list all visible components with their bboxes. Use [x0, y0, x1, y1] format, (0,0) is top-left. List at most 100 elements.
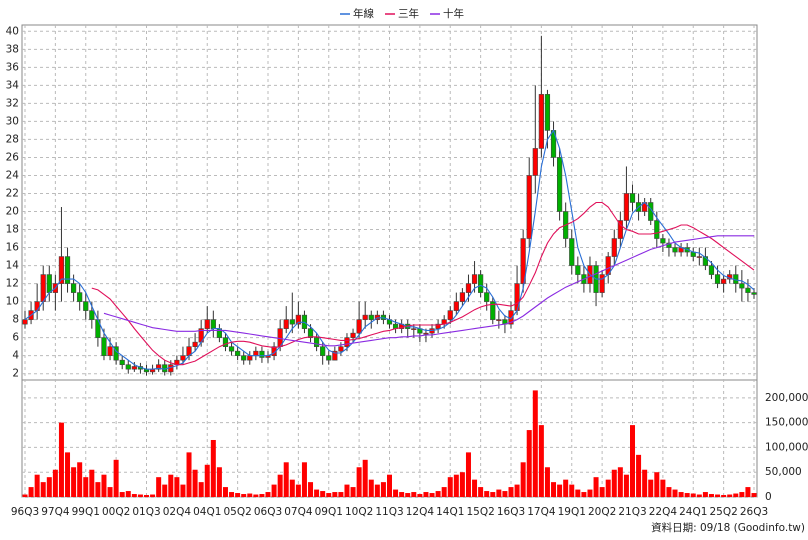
volume-bar	[168, 474, 174, 497]
candle-body	[89, 310, 95, 320]
volume-bar	[453, 474, 459, 497]
y-tick-label: 12	[6, 278, 19, 290]
volume-bar	[77, 462, 83, 497]
volume-bar	[617, 467, 623, 497]
x-tick-label: 00Q2	[102, 506, 130, 518]
volume-bar	[672, 489, 678, 497]
candle-body	[344, 337, 350, 347]
candle-body	[569, 238, 575, 266]
x-tick-label: 01Q3	[132, 506, 160, 518]
candle-body	[235, 350, 241, 356]
candle-body	[283, 319, 289, 329]
y-tick-label: 38	[6, 43, 19, 55]
x-tick-label: 05Q2	[223, 506, 251, 518]
volume-bar	[46, 477, 52, 497]
volume-bar	[350, 487, 356, 497]
candle-body	[313, 337, 320, 347]
candle-body	[107, 346, 113, 356]
volume-bar	[405, 493, 411, 497]
candle-body	[465, 283, 472, 293]
candle-body	[64, 256, 71, 284]
candle-body	[368, 314, 374, 320]
x-tick-label: 17Q4	[527, 506, 556, 518]
candle-body	[702, 256, 708, 266]
volume-bar	[708, 494, 714, 497]
volume-bar	[150, 494, 156, 497]
candle-body	[459, 292, 466, 302]
volume-bar	[514, 484, 520, 497]
ma-line	[91, 201, 755, 366]
volume-bar	[308, 482, 314, 497]
volume-bar	[544, 467, 550, 497]
volume-bar	[526, 430, 532, 497]
volume-bar	[599, 487, 605, 497]
volume-bar	[611, 469, 617, 497]
volume-bar	[156, 477, 162, 497]
volume-bar	[484, 491, 490, 497]
candle-body	[544, 94, 551, 131]
volume-bar	[198, 482, 204, 497]
candle-body	[538, 94, 544, 149]
volume-bar	[180, 484, 186, 497]
volume-bar	[648, 479, 654, 497]
volume-bar	[204, 464, 210, 497]
candle-body	[696, 256, 702, 258]
candle-body	[210, 319, 216, 329]
footnote: 資料日期: 09/18 (Goodinfo.tw)	[651, 521, 805, 534]
candle-body	[660, 238, 666, 244]
candle-body	[22, 319, 28, 325]
candle-body	[356, 319, 362, 334]
candle-body	[496, 319, 502, 321]
volume-bar	[636, 454, 642, 497]
x-tick-label: 12Q4	[406, 506, 435, 518]
volume-bar	[563, 479, 569, 497]
volume-bar	[727, 494, 733, 497]
volume-bar	[441, 487, 447, 497]
candle-body	[58, 256, 65, 284]
candle-body	[672, 247, 678, 253]
candle-body	[192, 341, 198, 347]
volume-bar	[551, 482, 557, 497]
x-tick-label: 09Q1	[315, 506, 343, 518]
candle-body	[259, 350, 265, 358]
volume-bar	[137, 494, 143, 497]
candle-body	[666, 242, 672, 248]
volume-bar	[702, 492, 708, 497]
volume-bar	[28, 487, 34, 497]
candle-body	[708, 265, 715, 275]
volume-bar	[368, 479, 374, 497]
x-tick-label: 04Q1	[193, 506, 221, 518]
candle-body	[520, 238, 526, 284]
y2-tick-label: 150,000	[765, 417, 808, 429]
y-tick-label: 36	[6, 61, 20, 73]
x-tick-label: 24Q1	[679, 506, 707, 518]
candle-body	[326, 355, 332, 361]
volume-bar	[496, 489, 502, 497]
candle-body	[247, 355, 253, 361]
candle-body	[222, 337, 229, 347]
x-tick-label: 06Q3	[254, 506, 282, 518]
candle-body	[556, 157, 563, 212]
y-tick-label: 2	[12, 368, 19, 380]
candle-body	[478, 274, 484, 293]
volume-bar	[387, 474, 392, 497]
candle-body	[156, 364, 162, 370]
volume-bar	[739, 492, 745, 497]
volume-bar	[247, 493, 253, 497]
volume-bar	[162, 484, 168, 497]
ma-line	[24, 129, 755, 370]
volume-bar	[678, 492, 684, 497]
x-tick-label: 20Q2	[588, 506, 616, 518]
candle-body	[411, 328, 417, 330]
candle-body	[453, 301, 459, 311]
volume-bar	[40, 482, 46, 497]
y-tick-label: 22	[6, 187, 19, 199]
volume-bar	[575, 489, 581, 497]
volume-bar	[751, 493, 757, 497]
x-tick-label: 22Q4	[649, 506, 678, 518]
candle-body	[131, 366, 137, 370]
volume-bar	[660, 479, 666, 497]
volume-bar	[241, 494, 247, 497]
volume-bar	[235, 493, 241, 497]
y-tick-label: 32	[6, 97, 19, 109]
